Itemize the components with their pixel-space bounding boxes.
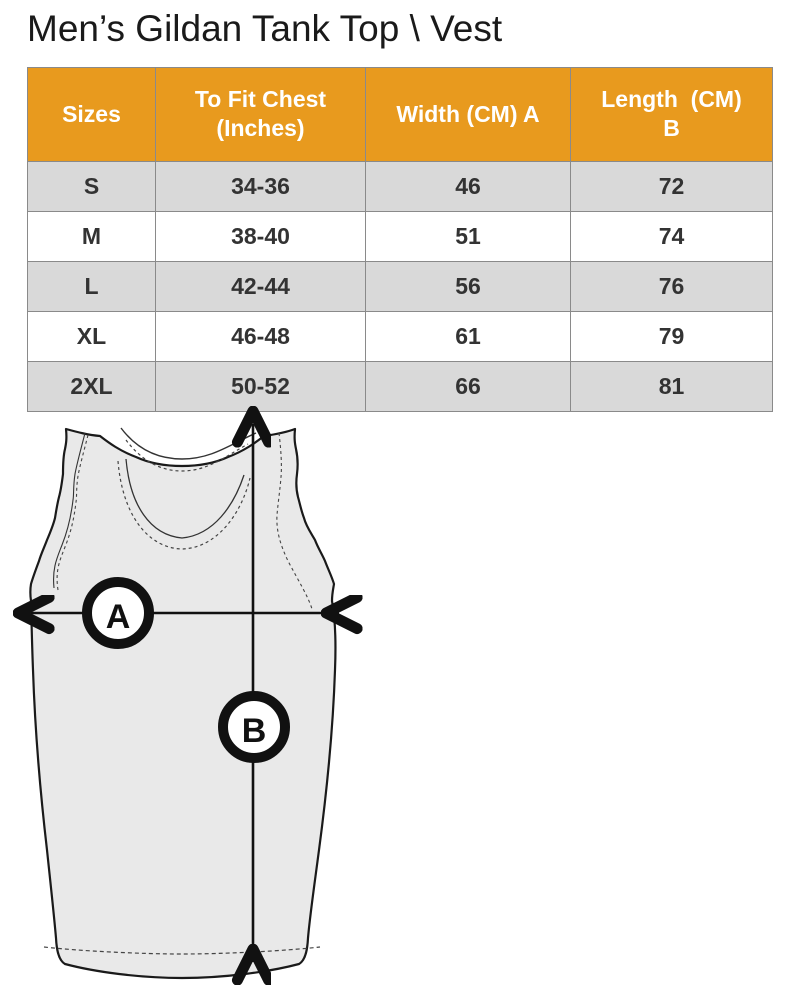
svg-text:B: B xyxy=(242,712,267,750)
svg-text:A: A xyxy=(106,598,131,636)
